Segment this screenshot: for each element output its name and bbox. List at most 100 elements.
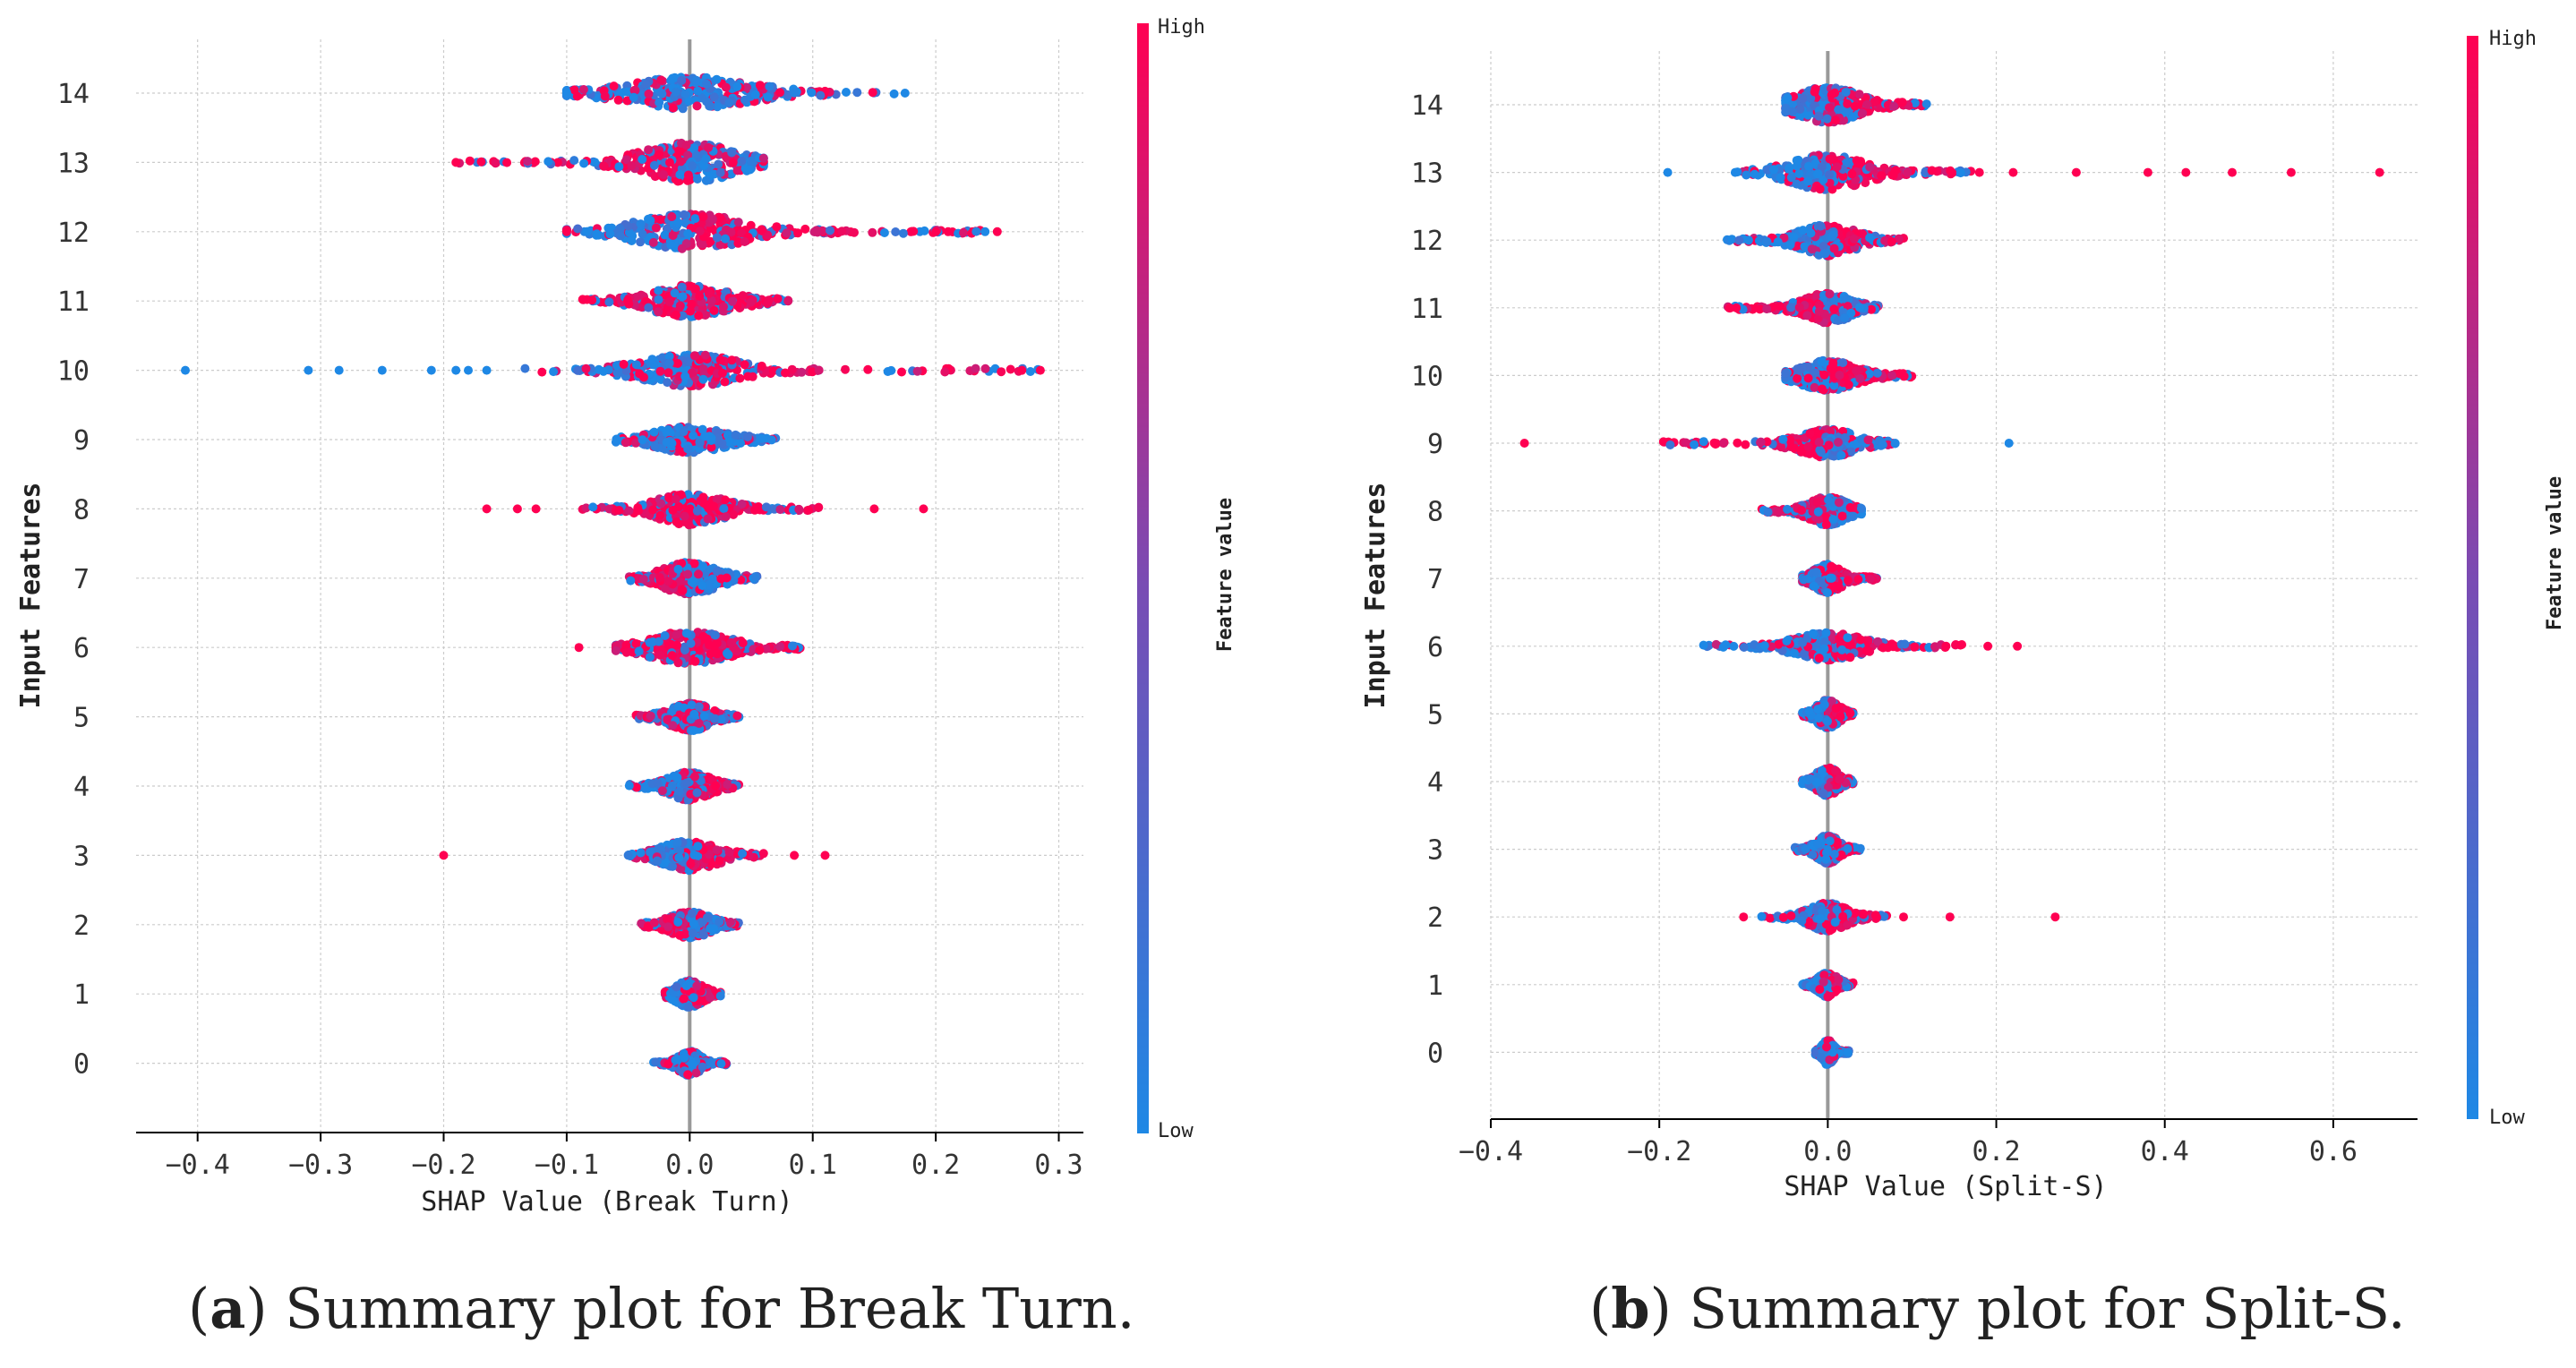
shap-point [701, 175, 711, 185]
shap-point [758, 849, 768, 859]
shap-point [651, 1057, 661, 1067]
shap-point [723, 648, 732, 658]
shap-point [698, 374, 708, 384]
panel-b-split-s: −0.4 −0.2 0.0 0.2 0.4 0.6 1413121110987654321… [1360, 28, 2566, 1202]
shap-point [621, 155, 631, 165]
shap-point [721, 234, 731, 244]
shap-point [698, 239, 708, 249]
shap-point [706, 236, 715, 246]
shap-point [465, 156, 475, 166]
shap-point [703, 514, 713, 524]
shap-point [683, 1070, 693, 1080]
panel-a-colorbar-high: High [1158, 16, 1205, 38]
shap-point [673, 564, 683, 574]
shap-point [709, 92, 719, 102]
shap-point [689, 726, 698, 735]
shap-outlier-point [181, 365, 190, 375]
feature-row-9 [611, 422, 781, 457]
shap-point [679, 427, 689, 437]
shap-outlier-point [482, 365, 492, 375]
shap-point [755, 646, 765, 655]
shap-point [727, 355, 737, 365]
shap-point [724, 98, 734, 108]
shap-point [654, 637, 663, 646]
shap-point [672, 517, 681, 526]
shap-point [543, 157, 553, 167]
panel-a-points [181, 73, 1045, 1080]
shap-point [712, 74, 722, 84]
shap-point [626, 576, 636, 586]
x-tick-label: −0.1 [535, 1150, 599, 1181]
shap-point [699, 711, 709, 721]
shap-point [655, 573, 664, 583]
shap-point [719, 504, 729, 514]
panel-a-y-axis-label: Input Features [15, 483, 47, 709]
shap-outlier-point [820, 851, 830, 860]
shap-point [665, 158, 674, 167]
shap-point [814, 502, 824, 512]
y-tick-label: 11 [57, 286, 90, 318]
shap-point [627, 236, 637, 245]
shap-point [940, 367, 950, 377]
y-tick-label: 14 [57, 79, 90, 110]
shap-point [775, 88, 784, 98]
shap-point [681, 778, 691, 788]
shap-point [790, 88, 800, 98]
panel-a-colorbar [1137, 23, 1149, 1133]
shap-point [681, 141, 691, 150]
shap-point [850, 227, 859, 237]
shap-point [1810, 87, 1819, 97]
shap-point [701, 154, 711, 164]
shap-outlier-point [869, 504, 879, 514]
shap-point [667, 781, 677, 791]
shap-point [700, 432, 710, 441]
shap-point [631, 360, 641, 370]
shap-point [1841, 88, 1851, 97]
y-tick-label: 12 [57, 218, 90, 249]
shap-point [678, 586, 688, 595]
x-tick-label: −0.4 [166, 1150, 230, 1181]
y-tick-label: 10 [57, 356, 90, 388]
shap-point [1843, 98, 1853, 108]
shap-point [502, 158, 512, 167]
shap-point [645, 637, 655, 647]
shap-point [742, 82, 752, 92]
shap-point [491, 158, 501, 168]
x-tick-label: 0.3 [1034, 1150, 1083, 1181]
shap-point [757, 361, 766, 371]
feature-row-1 [660, 976, 725, 1012]
shap-point [721, 82, 731, 92]
shap-point [909, 227, 919, 236]
shap-point [737, 156, 747, 166]
shap-point [694, 569, 703, 579]
shap-point [630, 86, 640, 95]
shap-point [633, 503, 643, 513]
shap-point [717, 439, 727, 449]
shap-point [697, 1062, 707, 1072]
shap-point [624, 299, 634, 309]
shap-point [694, 311, 704, 321]
y-tick-label: 1 [73, 979, 90, 1011]
shap-point [757, 433, 766, 443]
shap-point [640, 783, 650, 793]
shap-point [1897, 98, 1907, 107]
shap-point [672, 310, 680, 320]
shap-point [700, 499, 710, 509]
shap-point [578, 295, 587, 304]
shap-point [581, 363, 591, 373]
shap-point [687, 299, 697, 309]
shap-point [757, 225, 766, 235]
shap-point [476, 157, 486, 167]
shap-point [629, 92, 638, 102]
shap-outlier-point [334, 365, 344, 375]
shap-point [683, 229, 693, 238]
shap-point [763, 299, 773, 309]
shap-point [655, 510, 665, 520]
shap-point [680, 994, 689, 1004]
shap-point [667, 651, 677, 661]
shap-point [695, 291, 705, 301]
shap-point [702, 634, 712, 644]
shap-point [794, 504, 804, 514]
shap-point [1850, 101, 1860, 111]
